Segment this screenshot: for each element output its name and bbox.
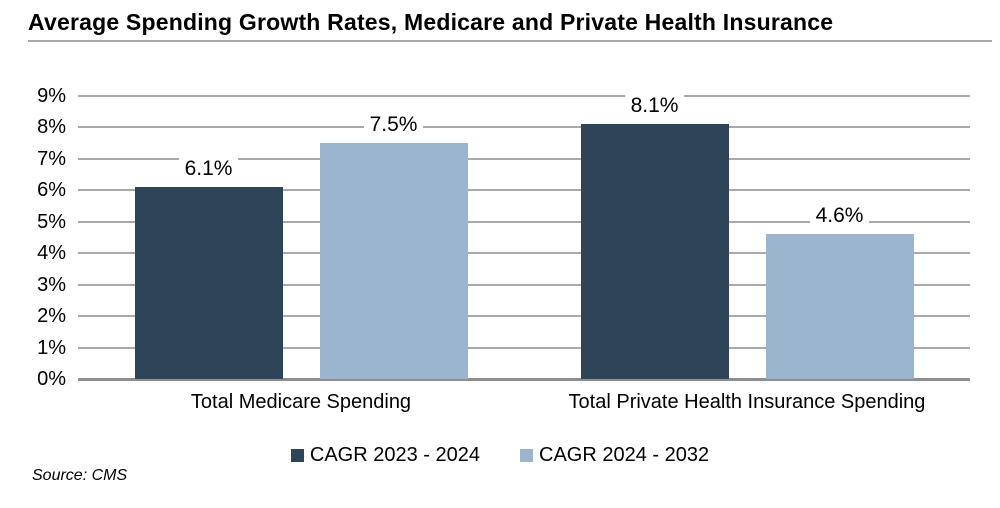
y-tick-label: 8%	[37, 116, 66, 139]
y-tick-label: 4%	[37, 242, 66, 265]
category-label: Total Medicare Spending	[190, 391, 412, 413]
gridline	[78, 315, 970, 318]
y-tick-label: 2%	[37, 305, 66, 328]
legend-swatch-icon	[520, 448, 533, 462]
legend-label: CAGR 2023 - 2024	[309, 444, 480, 466]
bar-value-label: 8.1%	[624, 94, 685, 119]
chart-legend: CAGR 2023 - 2024 CAGR 2024 - 2032	[0, 443, 1000, 467]
bar-value-label: 7.5%	[363, 113, 424, 138]
gridline	[78, 157, 970, 160]
source-note: Source: CMS	[32, 467, 128, 484]
y-tick-label: 0%	[37, 368, 66, 390]
category-label: Total Private Health Insurance Spending	[568, 391, 926, 413]
title-divider	[28, 40, 992, 42]
bar-cagr-2023-2024	[134, 187, 283, 379]
gridline	[78, 189, 970, 192]
gridline	[78, 283, 970, 286]
gridline	[78, 252, 970, 255]
bar-cagr-2023-2024	[580, 124, 729, 379]
gridline	[78, 95, 970, 97]
y-tick-label: 5%	[37, 210, 66, 233]
y-tick-label: 7%	[37, 147, 66, 170]
page-title: Average Spending Growth Rates, Medicare …	[28, 9, 834, 35]
bar-value-label: 4.6%	[809, 204, 870, 229]
y-tick-label: 1%	[37, 336, 66, 359]
gridline	[78, 126, 970, 129]
bar-cagr-2024-2032	[765, 234, 914, 379]
bar-cagr-2024-2032	[319, 143, 468, 379]
gridline	[78, 346, 970, 349]
bar-value-label: 6.1%	[178, 157, 239, 182]
gridline	[78, 220, 970, 223]
legend-item: CAGR 2024 - 2032	[520, 443, 709, 467]
legend-item: CAGR 2023 - 2024	[290, 443, 480, 467]
y-tick-label: 9%	[37, 85, 66, 107]
x-axis-baseline	[78, 377, 970, 381]
legend-swatch-icon	[290, 448, 304, 462]
legend-label: CAGR 2024 - 2032	[539, 444, 710, 466]
y-tick-label: 6%	[37, 179, 66, 202]
y-tick-label: 3%	[37, 273, 66, 296]
